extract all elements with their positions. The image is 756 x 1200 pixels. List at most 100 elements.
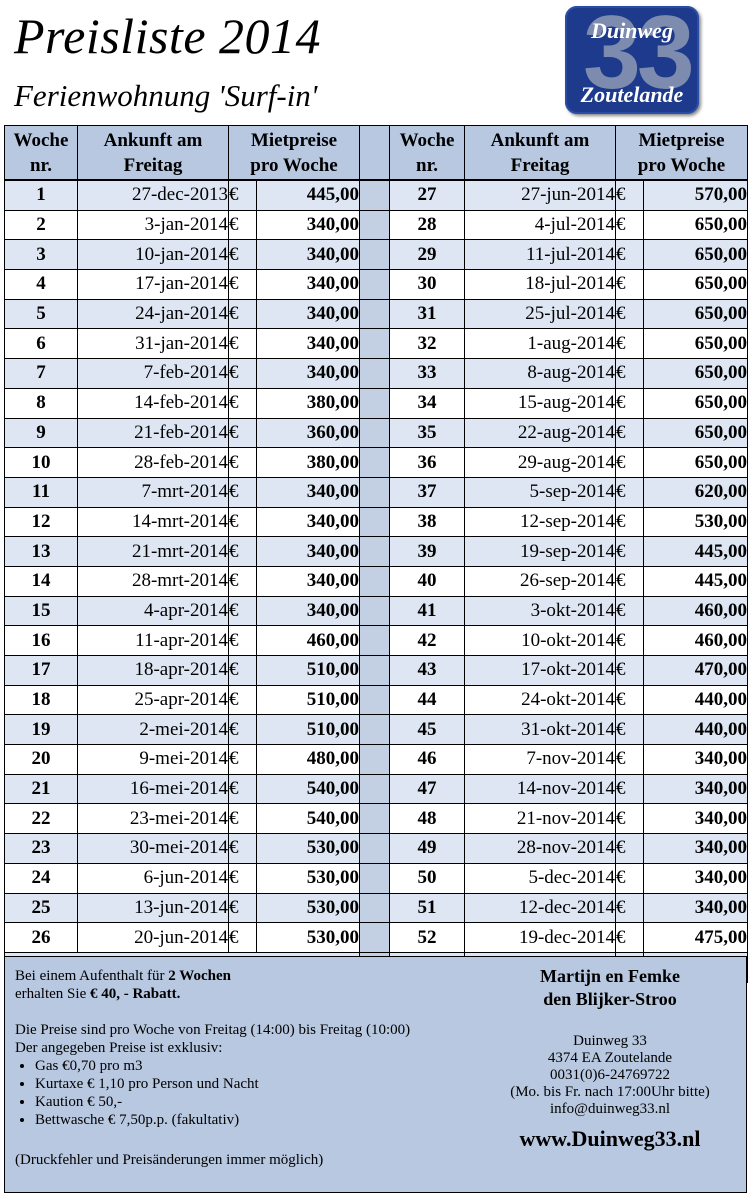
week-number: 15: [4, 595, 78, 627]
weekly-price: 445,00: [643, 536, 749, 567]
arrival-date: 12-dec-2014: [464, 892, 617, 924]
week-number: 35: [389, 417, 466, 449]
weekly-price: 540,00: [255, 803, 361, 835]
currency-symbol: €: [228, 892, 257, 924]
table-row: 1 27-dec-2013 €445,00 27 27-jun-2014 €570,00: [4, 179, 749, 211]
currency-symbol: €: [615, 922, 645, 953]
arrival-date: 12-sep-2014: [464, 506, 617, 538]
currency-symbol: €: [228, 179, 257, 211]
column-separator: [359, 506, 391, 538]
currency-symbol: €: [615, 565, 645, 597]
weekly-price: 620,00: [643, 476, 749, 508]
weekly-price: 650,00: [643, 387, 749, 419]
arrival-date: 10-okt-2014: [464, 625, 617, 656]
footer-contact: Martijn en Femke den Blijker-Stroo Duinw…: [485, 965, 735, 1151]
currency-symbol: €: [615, 179, 645, 211]
currency-symbol: €: [228, 358, 257, 389]
arrival-date: 10-jan-2014: [77, 239, 229, 271]
phone-note: (Mo. bis Fr. nach 17:00Uhr bitte): [510, 1084, 710, 1100]
weekly-price: 510,00: [255, 655, 361, 686]
week-number: 33: [389, 358, 466, 389]
currency-symbol: €: [615, 298, 645, 330]
arrival-date: 30-mei-2014: [77, 833, 229, 864]
column-separator: [359, 298, 391, 330]
arrival-date: 27-dec-2013: [77, 179, 229, 211]
currency-symbol: €: [615, 447, 645, 478]
column-separator: [359, 684, 391, 716]
currency-symbol: €: [615, 536, 645, 567]
currency-symbol: €: [615, 595, 645, 627]
footer-box: Bei einem Aufenthalt für 2 Wochen erhalt…: [4, 956, 747, 1193]
arrival-date: 4-jul-2014: [464, 209, 617, 241]
arrival-date: 22-aug-2014: [464, 417, 617, 449]
table-row: 6 31-jan-2014 €340,00 32 1-aug-2014 €650,00: [4, 328, 749, 360]
week-number: 19: [4, 714, 78, 746]
week-number: 3: [4, 239, 78, 271]
arrival-date: 5-dec-2014: [464, 862, 617, 894]
week-number: 12: [4, 506, 78, 538]
arrival-date: 31-okt-2014: [464, 714, 617, 746]
currency-symbol: €: [615, 684, 645, 716]
discount-line-2: erhalten Sie € 40, - Rabatt.: [15, 986, 181, 1002]
weekly-price: 340,00: [643, 773, 749, 805]
table-row: 12 14-mrt-2014 €340,00 38 12-sep-2014 €530,00: [4, 506, 749, 538]
weekly-price: 650,00: [643, 417, 749, 449]
table-row: 5 24-jan-2014 €340,00 31 25-jul-2014 €650,00: [4, 298, 749, 330]
weekly-price: 340,00: [255, 506, 361, 538]
header-arrival-right: Ankunft am Freitag: [464, 125, 617, 181]
week-number: 2: [4, 209, 78, 241]
currency-symbol: €: [228, 625, 257, 656]
column-separator: [359, 655, 391, 686]
week-number: 16: [4, 625, 78, 656]
extra-item: Gas €0,70 pro m3: [35, 1057, 485, 1075]
table-row: 22 23-mei-2014 €540,00 48 21-nov-2014 €340,00: [4, 803, 749, 835]
table-row: 13 21-mrt-2014 €340,00 39 19-sep-2014 €445,00: [4, 536, 749, 567]
table-row: 25 13-jun-2014 €530,00 51 12-dec-2014 €340,00: [4, 892, 749, 924]
duinweg33-logo: 33 Duinweg Zoutelande: [565, 6, 699, 114]
column-separator: [359, 773, 391, 805]
week-number: 38: [389, 506, 466, 538]
week-number: 26: [4, 922, 78, 953]
arrival-date: 25-jul-2014: [464, 298, 617, 330]
column-separator: [359, 595, 391, 627]
weekly-price: 510,00: [255, 684, 361, 716]
weekly-price: 650,00: [643, 328, 749, 360]
weekly-price: 540,00: [255, 773, 361, 805]
currency-symbol: €: [615, 417, 645, 449]
weekly-price: 380,00: [255, 447, 361, 478]
arrival-date: 8-aug-2014: [464, 358, 617, 389]
arrival-date: 31-jan-2014: [77, 328, 229, 360]
weekly-price: 650,00: [643, 358, 749, 389]
address-street: Duinweg 33: [573, 1033, 647, 1049]
currency-symbol: €: [615, 476, 645, 508]
arrival-date: 27-jun-2014: [464, 179, 617, 211]
currency-symbol: €: [228, 387, 257, 419]
weekly-price: 470,00: [643, 655, 749, 686]
weekly-price: 460,00: [643, 595, 749, 627]
weekly-price: 440,00: [643, 714, 749, 746]
weekly-price: 530,00: [255, 833, 361, 864]
arrival-date: 5-sep-2014: [464, 476, 617, 508]
website-link[interactable]: www.Duinweg33.nl: [519, 1126, 701, 1151]
weekly-price: 340,00: [255, 269, 361, 300]
email-link[interactable]: info@duinweg33.nl: [549, 1101, 671, 1117]
table-row: 8 14-feb-2014 €380,00 34 15-aug-2014 €650,00: [4, 387, 749, 419]
column-separator: [359, 744, 391, 775]
week-number: 50: [389, 862, 466, 894]
currency-symbol: €: [615, 803, 645, 835]
arrival-date: 7-feb-2014: [77, 358, 229, 389]
arrival-date: 16-mei-2014: [77, 773, 229, 805]
weekly-price: 650,00: [643, 269, 749, 300]
weekly-price: 530,00: [643, 506, 749, 538]
arrival-date: 3-jan-2014: [77, 209, 229, 241]
weekly-price: 530,00: [255, 862, 361, 894]
currency-symbol: €: [615, 358, 645, 389]
table-row: 18 25-apr-2014 €510,00 44 24-okt-2014 €440,00: [4, 684, 749, 716]
arrival-date: 17-jan-2014: [77, 269, 229, 300]
week-number: 51: [389, 892, 466, 924]
table-row: 17 18-apr-2014 €510,00 43 17-okt-2014 €470,00: [4, 655, 749, 686]
week-number: 47: [389, 773, 466, 805]
arrival-date: 19-sep-2014: [464, 536, 617, 567]
week-number: 28: [389, 209, 466, 241]
week-number: 23: [4, 833, 78, 864]
